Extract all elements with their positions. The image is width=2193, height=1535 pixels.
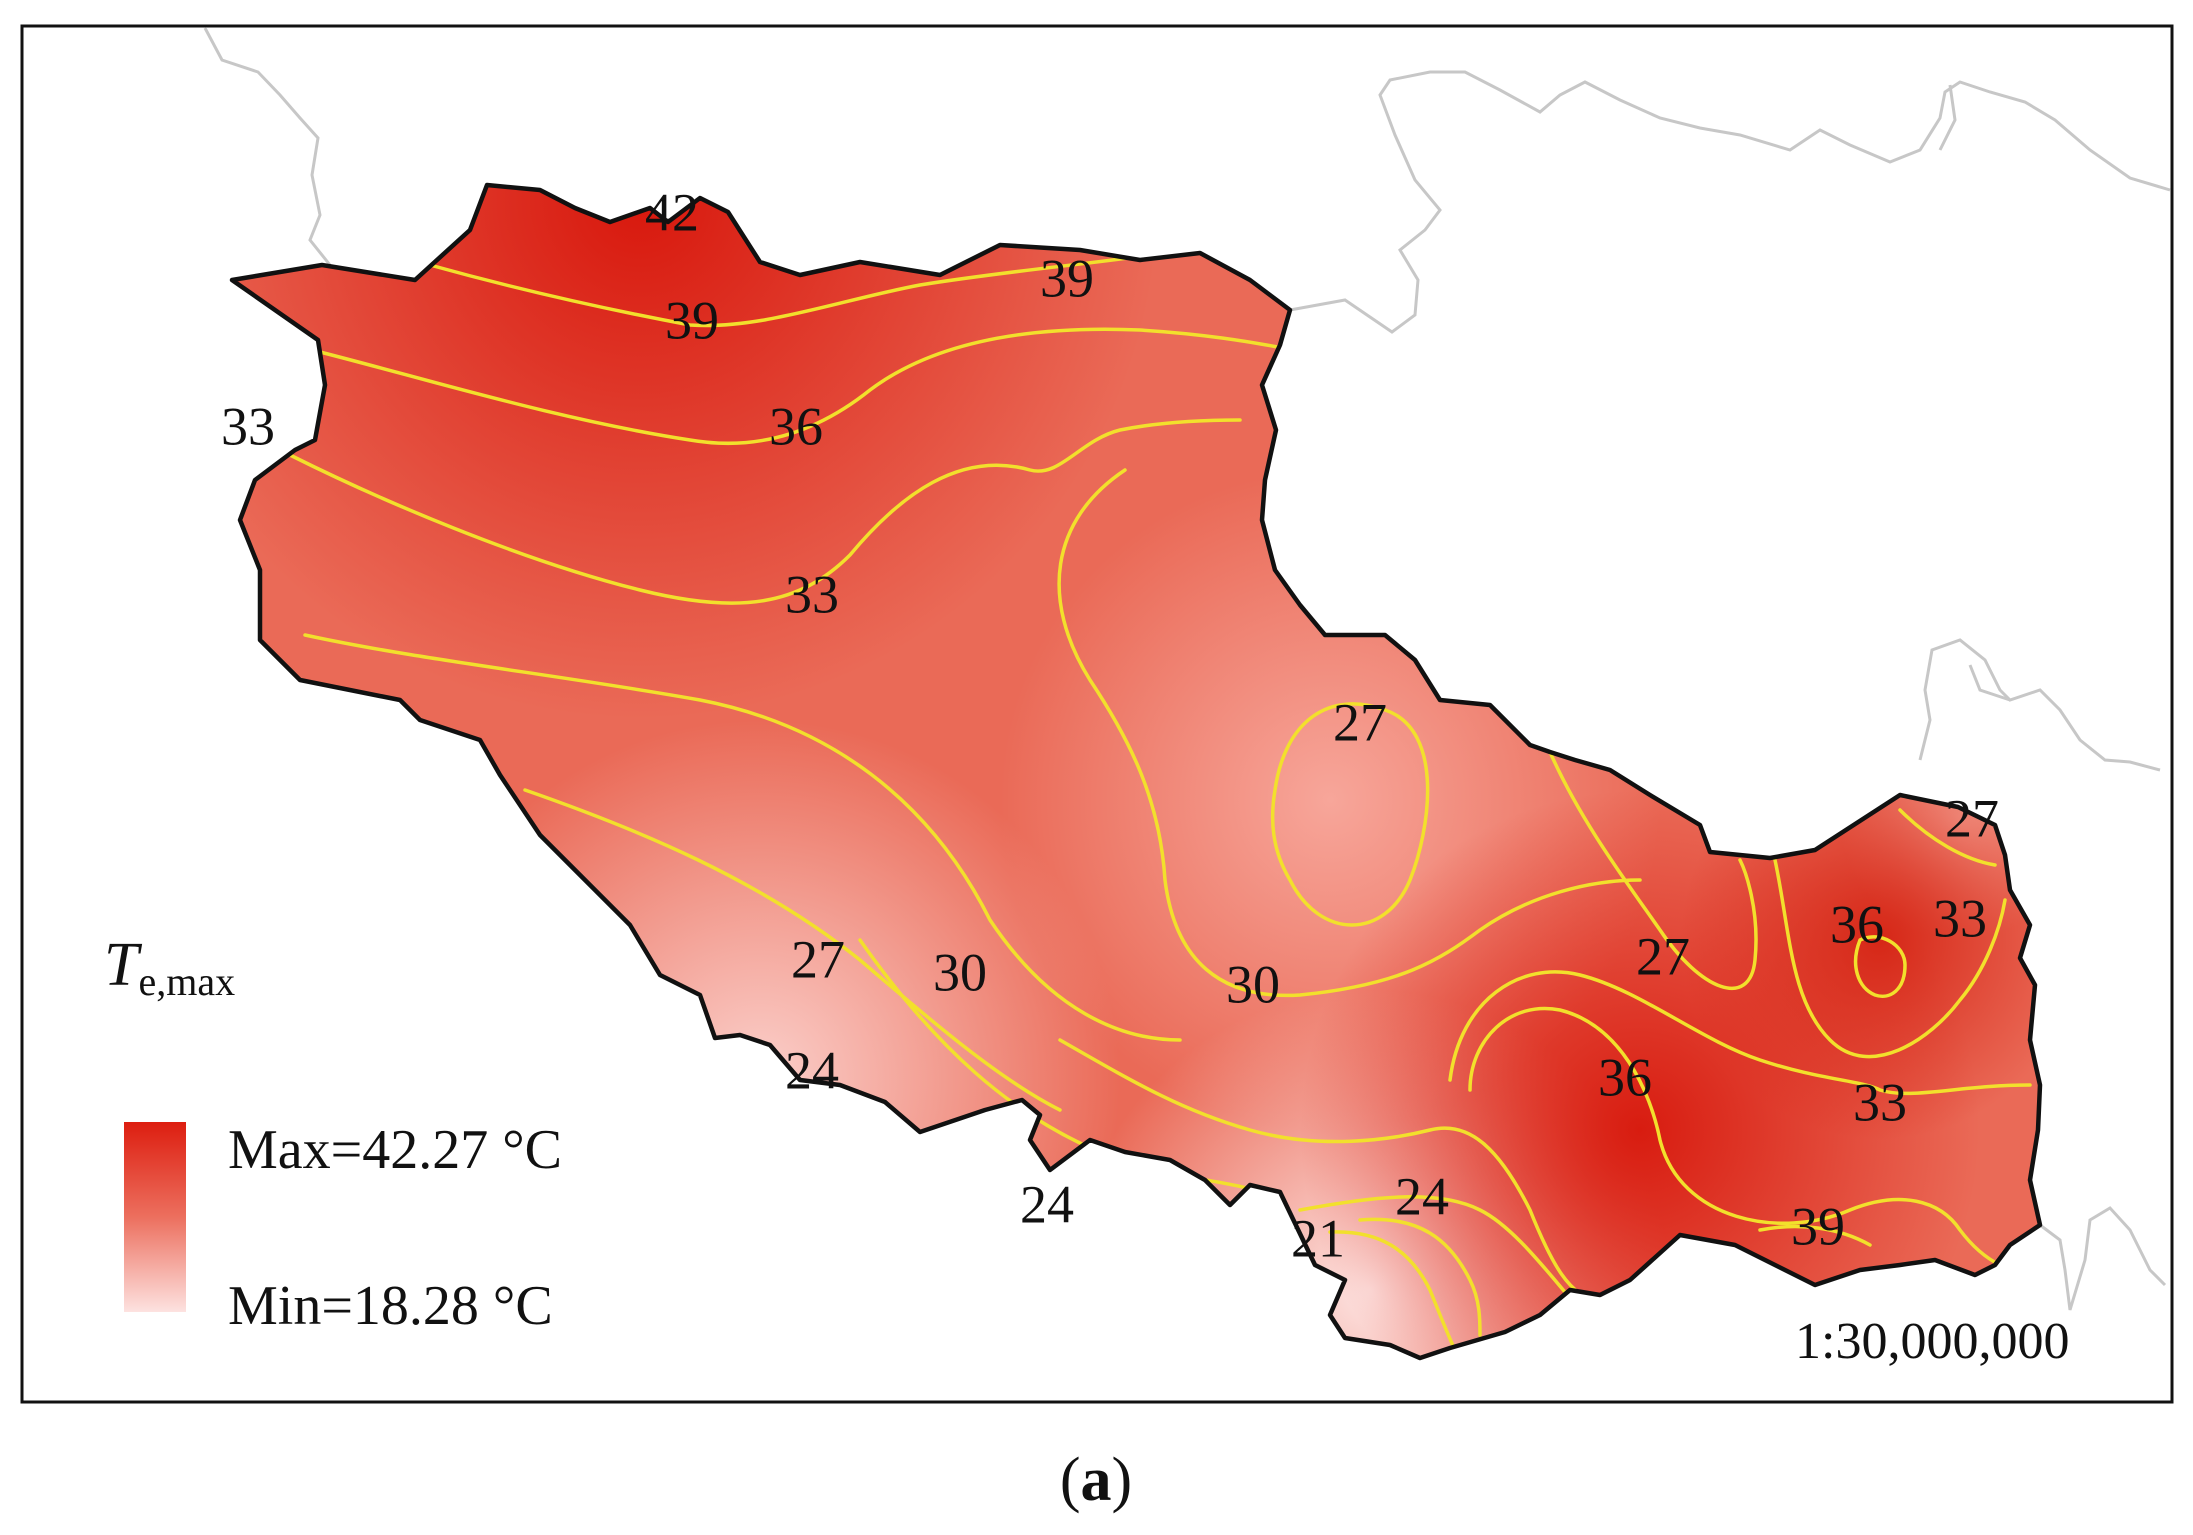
contour-line-30-west: [303, 633, 1182, 1042]
contour-label: 27: [791, 929, 845, 989]
figure-caption: (a): [1060, 1446, 1132, 1514]
contour-label: 39: [1040, 248, 1094, 308]
contour-line-30-east: [1773, 858, 2007, 1059]
neighbor-border-northeast: [1938, 84, 1957, 151]
contour-label: 33: [221, 396, 275, 456]
contour-label: 33: [1933, 888, 1987, 948]
neighbor-border-east-inner: [1968, 664, 2011, 702]
contour-labels: 42 39 39 33 36 33 27 27 30 24 24 30 27 3…: [221, 182, 1999, 1268]
legend: Te,max Max=42.27 °C Min=18.28 °C: [104, 931, 562, 1337]
contour-label: 33: [785, 564, 839, 624]
contour-line-36-south: [1298, 1195, 1592, 1322]
neighbor-border-east: [1918, 638, 2161, 772]
contour-line-24-south: [1358, 1217, 1482, 1337]
contour-line-27-east: [1548, 750, 1758, 990]
contour-line-27-southwest: [523, 788, 1062, 1112]
contour-label: 24: [1395, 1166, 1449, 1226]
contour-label: 30: [1226, 954, 1280, 1014]
caption-close-paren: ): [1112, 1446, 1133, 1514]
legend-color-ramp: [124, 1122, 186, 1312]
legend-min-label: Min=18.28 °C: [228, 1275, 553, 1337]
legend-max-label: Max=42.27 °C: [228, 1119, 562, 1181]
contour-label: 33: [1853, 1072, 1907, 1132]
contour-label: 39: [665, 290, 719, 350]
neighbor-borders: [203, 27, 2171, 1311]
contour-label: 24: [785, 1040, 839, 1100]
contour-line-27-far-east: [1898, 808, 1997, 867]
contour-line-33-west: [288, 418, 1242, 605]
neighbor-border-southeast: [2039, 1206, 2167, 1311]
map-scale: 1:30,000,000: [1795, 1313, 2069, 1370]
contour-label: 42: [645, 182, 699, 242]
legend-title: Te,max: [104, 931, 235, 1004]
neighbor-border-northwest: [203, 27, 332, 266]
contour-label: 21: [1291, 1208, 1345, 1268]
contour-line-27-central: [1270, 702, 1430, 927]
legend-title-subscript: e,max: [138, 959, 235, 1004]
contour-label: 39: [1791, 1196, 1845, 1256]
contour-line-33-se-wave: [1448, 970, 2032, 1096]
contour-line-36-east-loop: [1853, 935, 1907, 998]
neighbor-border-north: [1289, 70, 2171, 334]
contour-label: 27: [1636, 926, 1690, 986]
contour-line-30-central: [1057, 468, 1642, 998]
contour-label: 27: [1333, 692, 1387, 752]
contour-label: 24: [1020, 1174, 1074, 1234]
contour-line-33-south: [1058, 1038, 1602, 1302]
contour-line-39-north: [428, 253, 1152, 328]
contour-line-21-south: [1328, 1230, 1457, 1352]
contour-label: 36: [1598, 1047, 1652, 1107]
contour-label: 27: [1945, 788, 1999, 848]
contour-line-39-south: [1758, 1224, 1872, 1247]
contour-line-36-north: [318, 327, 1297, 445]
contour-label: 36: [769, 396, 823, 456]
caption-open-paren: (: [1060, 1446, 1081, 1514]
legend-title-symbol: T: [104, 931, 143, 999]
contour-label: 30: [933, 942, 987, 1002]
contour-line-36-se-wave: [1468, 1006, 2002, 1267]
caption-letter: a: [1081, 1446, 1112, 1514]
contour-label: 36: [1830, 894, 1884, 954]
